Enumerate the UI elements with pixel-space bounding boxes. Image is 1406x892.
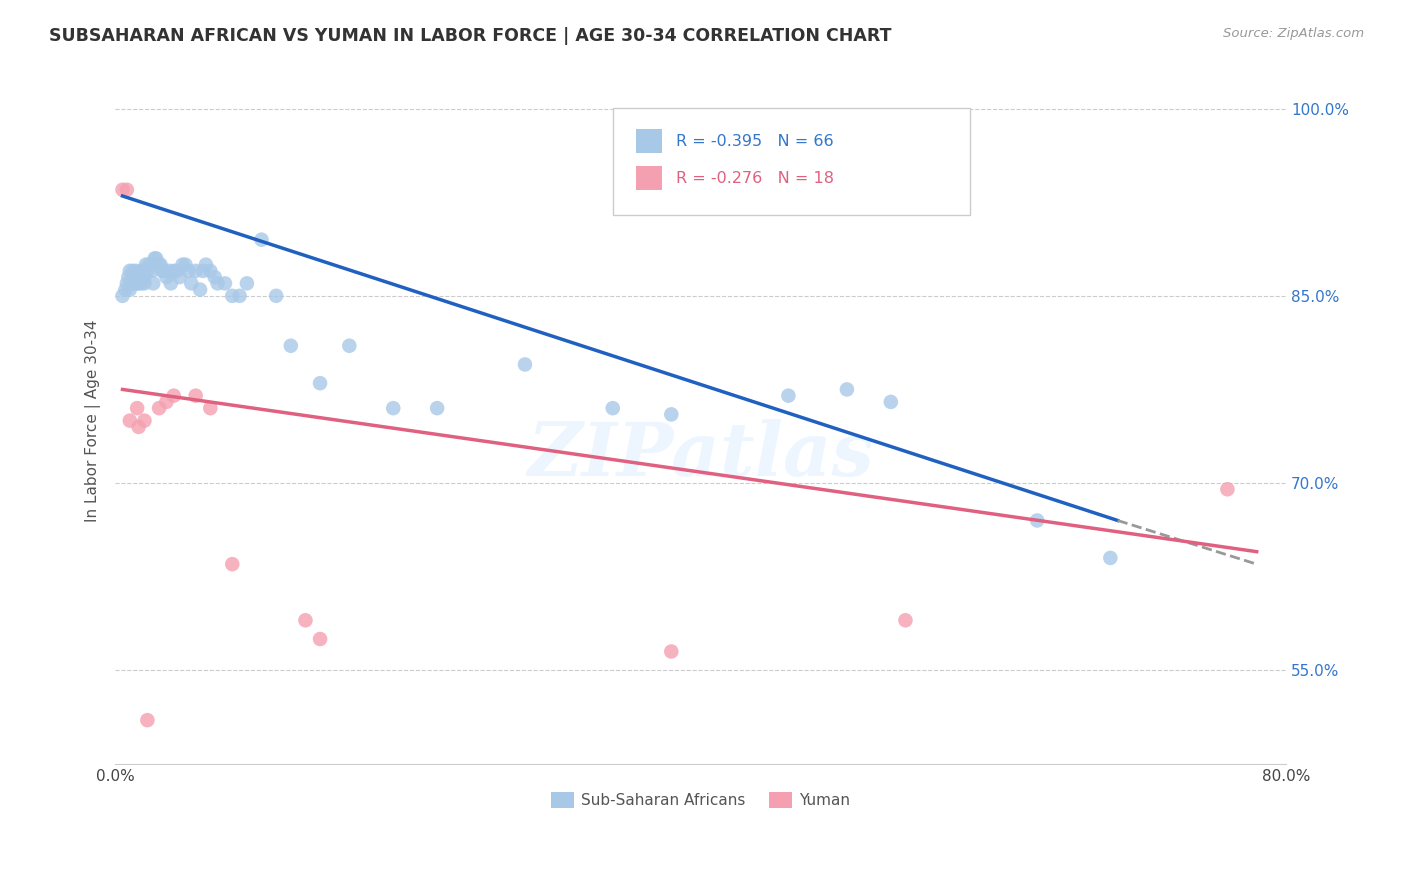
Point [309, 376, 332, 391]
Point [134, 277, 156, 291]
Point [131, 264, 153, 278]
Point [114, 283, 136, 297]
Point [134, 270, 156, 285]
Point [177, 264, 200, 278]
Point [148, 401, 170, 416]
Point [132, 264, 155, 278]
Point [188, 283, 211, 297]
Text: Source: ZipAtlas.com: Source: ZipAtlas.com [1223, 27, 1364, 40]
Point [214, 277, 236, 291]
Point [1099, 550, 1122, 565]
Point [152, 264, 174, 278]
Point [659, 408, 682, 422]
Point [1216, 483, 1239, 497]
Point [184, 264, 207, 278]
Point [191, 264, 214, 278]
Point [159, 277, 181, 291]
Point [136, 264, 159, 278]
FancyBboxPatch shape [613, 108, 970, 215]
Text: R = -0.395   N = 66: R = -0.395 N = 66 [676, 134, 834, 149]
Point [163, 264, 186, 278]
Point [513, 358, 536, 372]
Point [145, 252, 167, 266]
Point [111, 183, 134, 197]
Point [149, 258, 172, 272]
Point [221, 557, 243, 571]
Point [134, 414, 156, 428]
Point [121, 264, 143, 278]
Point [294, 613, 316, 627]
Point [180, 277, 202, 291]
Point [880, 395, 903, 409]
Point [129, 270, 152, 285]
Point [602, 401, 624, 416]
Point [221, 289, 243, 303]
Point [118, 264, 141, 278]
Point [122, 277, 145, 291]
Point [155, 395, 177, 409]
Point [309, 632, 332, 646]
Text: SUBSAHARAN AFRICAN VS YUMAN IN LABOR FORCE | AGE 30-34 CORRELATION CHART: SUBSAHARAN AFRICAN VS YUMAN IN LABOR FOR… [49, 27, 891, 45]
Legend: Sub-Saharan Africans, Yuman: Sub-Saharan Africans, Yuman [544, 787, 856, 814]
Point [337, 339, 360, 353]
Point [166, 264, 188, 278]
Point [184, 389, 207, 403]
Point [127, 401, 149, 416]
Point [128, 420, 150, 434]
Point [115, 277, 138, 291]
Point [135, 258, 157, 272]
Point [659, 644, 682, 658]
Point [264, 289, 287, 303]
Point [136, 713, 159, 727]
Point [382, 401, 405, 416]
Point [115, 183, 138, 197]
Point [150, 264, 173, 278]
Point [250, 233, 273, 247]
Point [127, 270, 149, 285]
Point [894, 613, 917, 627]
Text: R = -0.276   N = 18: R = -0.276 N = 18 [676, 171, 834, 186]
Point [163, 389, 186, 403]
Point [172, 258, 194, 272]
Point [155, 270, 177, 285]
Point [200, 264, 222, 278]
Point [131, 277, 153, 291]
Point [157, 264, 180, 278]
FancyBboxPatch shape [636, 129, 662, 153]
Point [128, 277, 150, 291]
Point [141, 264, 163, 278]
FancyBboxPatch shape [636, 166, 662, 190]
Point [143, 252, 166, 266]
Point [280, 339, 302, 353]
Point [194, 258, 217, 272]
Point [207, 277, 229, 291]
Point [148, 258, 170, 272]
Point [142, 277, 165, 291]
Point [111, 289, 134, 303]
Point [124, 264, 146, 278]
Point [1026, 513, 1049, 527]
Point [174, 258, 197, 272]
Point [127, 277, 149, 291]
Point [426, 401, 449, 416]
Point [204, 270, 226, 285]
Point [117, 270, 139, 285]
Point [778, 389, 800, 403]
Point [120, 277, 142, 291]
Y-axis label: In Labor Force | Age 30-34: In Labor Force | Age 30-34 [86, 319, 101, 522]
Point [169, 270, 191, 285]
Point [118, 414, 141, 428]
Point [118, 283, 141, 297]
Text: ZIPatlas: ZIPatlas [527, 418, 875, 491]
Point [236, 277, 259, 291]
Point [138, 258, 160, 272]
Point [228, 289, 250, 303]
Point [200, 401, 222, 416]
Point [835, 383, 858, 397]
